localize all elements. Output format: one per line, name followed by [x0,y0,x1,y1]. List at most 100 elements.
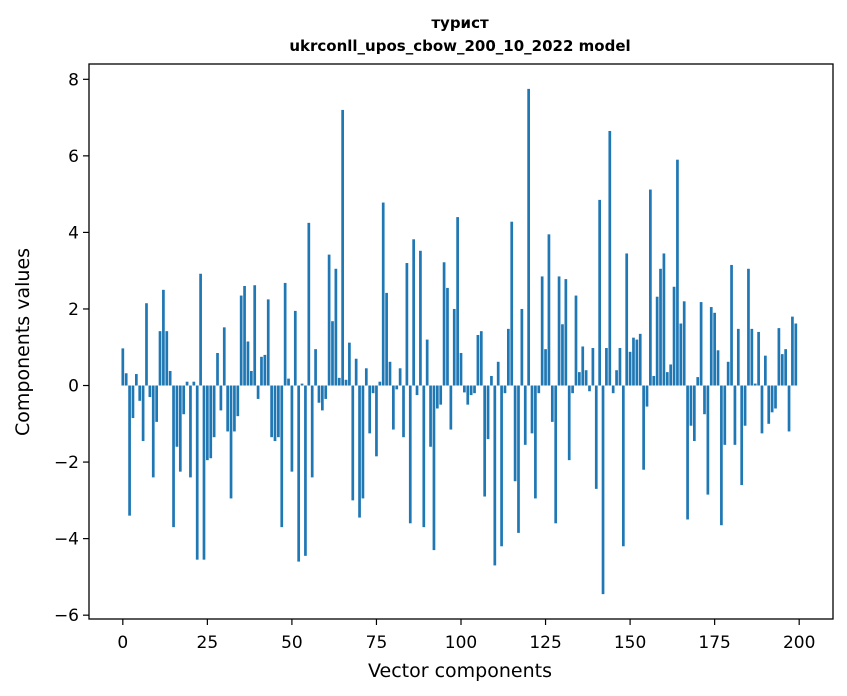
bar-123 [537,385,541,394]
bar-190 [764,355,767,386]
bar-182 [736,328,740,386]
bar-153 [638,333,642,386]
x-tick-label: 150 [614,633,646,653]
bar-103 [469,385,473,396]
bar-147 [618,348,622,386]
bar-111 [496,361,500,386]
bar-83 [402,385,405,438]
bar-139 [591,348,595,386]
bar-73 [368,385,372,434]
bar-178 [723,385,727,445]
bar-38 [249,370,253,386]
bar-183 [740,385,744,486]
bar-121 [530,385,534,434]
bar-175 [713,312,716,386]
bar-165 [679,323,683,386]
bar-126 [547,234,551,386]
bar-65 [341,109,344,386]
bar-30 [222,327,226,386]
bar-49 [287,378,290,386]
bar-131 [564,279,568,386]
bar-138 [588,385,591,392]
bar-189 [760,385,764,434]
bar-53 [300,383,304,386]
bar-156 [649,189,652,386]
bar-101 [463,385,466,393]
bar-85 [408,385,412,524]
x-axis-label: Vector components [368,660,552,682]
bar-69 [354,358,358,386]
bar-192 [770,385,774,413]
bar-54 [304,385,307,556]
bar-104 [473,385,476,394]
bar-78 [385,292,388,386]
bar-170 [696,377,700,386]
bar-35 [239,295,243,386]
bar-90 [425,339,429,386]
bar-13 [165,331,169,386]
bar-118 [520,308,524,386]
bar-97 [449,385,453,430]
bar-40 [256,385,260,399]
bar-72 [364,368,368,386]
bar-59 [320,385,324,411]
bar-179 [726,361,730,386]
bar-81 [395,385,399,390]
bar-188 [757,331,760,386]
bar-6 [141,385,145,442]
bar-112 [500,385,503,547]
bar-22 [195,385,199,560]
bar-62 [331,321,334,386]
bar-169 [692,385,696,442]
bar-197 [787,385,791,432]
bar-20 [189,385,192,478]
bar-32 [229,385,233,499]
bar-191 [767,385,771,424]
bar-150 [628,351,632,386]
bar-110 [493,385,497,566]
bar-89 [422,385,426,528]
bar-106 [479,331,483,386]
bar-98 [452,308,456,386]
bar-87 [415,385,419,396]
y-tick-label: 4 [68,223,79,243]
bar-196 [784,349,788,386]
bar-58 [317,385,321,403]
bar-105 [476,334,480,386]
bar-44 [270,385,273,438]
bar-36 [243,286,246,386]
bar-107 [483,385,487,497]
bar-114 [506,328,510,386]
bar-145 [611,385,615,394]
y-axis-ticks: −6 −4 −2 0 2 4 6 8 [54,70,89,626]
bar-174 [709,307,713,386]
y-tick-label: −4 [54,530,79,550]
bar-71 [361,385,365,499]
bar-15 [172,385,175,528]
bar-57 [314,349,317,386]
bar-95 [442,262,446,386]
bar-166 [682,301,686,386]
bar-18 [182,385,186,415]
bar-137 [584,370,588,386]
bar-70 [358,385,361,518]
bar-68 [351,385,355,501]
bar-21 [192,381,196,386]
bar-61 [327,254,331,386]
bar-140 [594,385,598,489]
bar-180 [730,264,733,386]
bar-161 [665,372,669,386]
bar-7 [145,303,148,386]
bar-75 [375,385,378,457]
bar-102 [466,385,470,405]
bar-76 [378,381,382,386]
bar-5 [138,385,142,401]
bar-33 [233,385,236,432]
bar-39 [253,285,257,386]
bar-31 [226,385,230,432]
bar-146 [615,370,618,386]
bar-167 [686,385,689,520]
bar-74 [371,385,375,394]
bar-127 [550,385,554,422]
